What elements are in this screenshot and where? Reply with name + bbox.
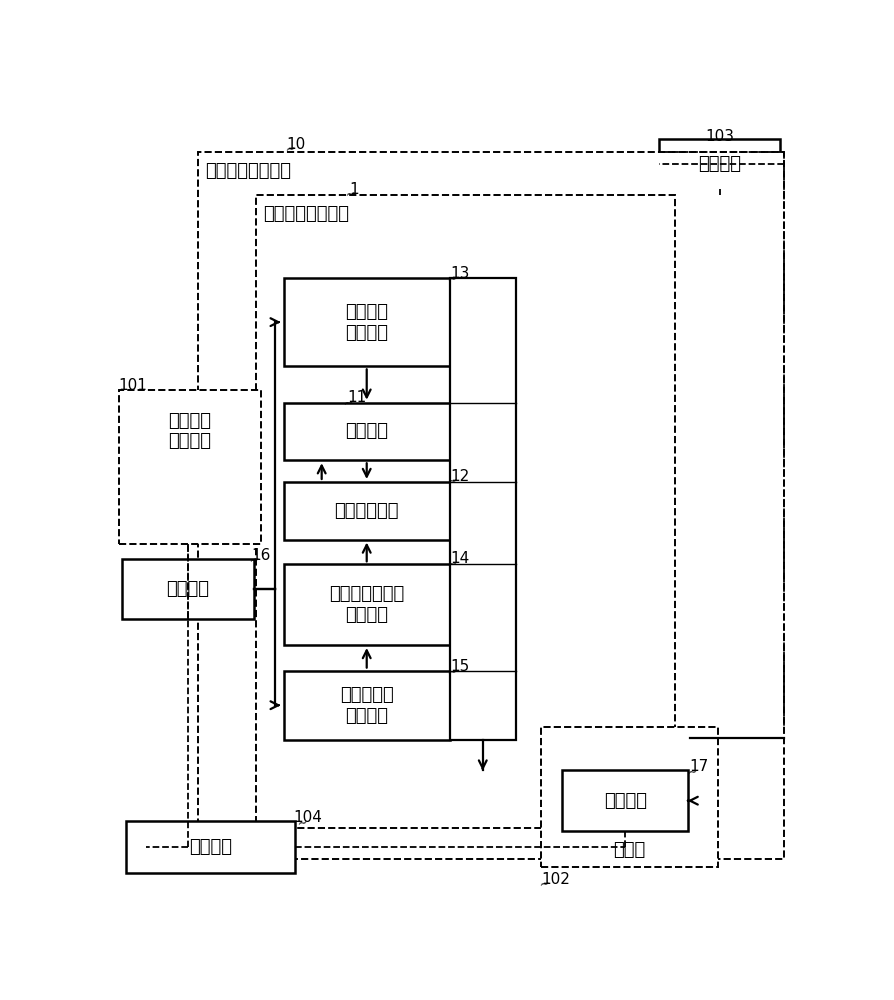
FancyBboxPatch shape (198, 152, 784, 859)
Text: 12: 12 (450, 469, 469, 484)
FancyBboxPatch shape (256, 195, 675, 828)
Text: ~: ~ (344, 186, 358, 202)
Text: ~: ~ (446, 557, 460, 572)
Text: 显示单元: 显示单元 (698, 155, 741, 173)
Text: 血浆中药剂浓度
计算单元: 血浆中药剂浓度 计算单元 (329, 585, 404, 624)
Text: ~: ~ (446, 272, 460, 287)
FancyBboxPatch shape (283, 482, 450, 540)
Text: 1: 1 (350, 182, 359, 197)
Text: ~: ~ (283, 142, 297, 157)
Text: 16: 16 (252, 548, 271, 563)
Text: 电气特性
测量装置: 电气特性 测量装置 (168, 412, 211, 450)
Text: 11: 11 (347, 390, 367, 405)
Text: 102: 102 (542, 872, 570, 887)
Text: 血液凝固
评估单元: 血液凝固 评估单元 (345, 303, 388, 342)
FancyBboxPatch shape (283, 564, 450, 645)
Text: 存储单元: 存储单元 (603, 792, 646, 810)
FancyBboxPatch shape (283, 278, 450, 366)
FancyBboxPatch shape (122, 559, 254, 619)
Text: 校正单元: 校正单元 (345, 422, 388, 440)
FancyBboxPatch shape (659, 139, 780, 189)
Text: 17: 17 (689, 759, 708, 774)
FancyBboxPatch shape (562, 770, 688, 831)
Text: ~: ~ (686, 765, 699, 780)
Text: ~: ~ (342, 395, 355, 410)
Text: 13: 13 (450, 266, 469, 282)
Text: ~: ~ (249, 553, 262, 568)
Text: 103: 103 (704, 129, 734, 144)
Text: ~: ~ (446, 473, 460, 489)
Text: 红细胞量的
评估单元: 红细胞量的 评估单元 (340, 686, 393, 725)
FancyBboxPatch shape (283, 403, 450, 460)
Text: 测量单元: 测量单元 (166, 580, 209, 598)
FancyBboxPatch shape (125, 821, 295, 873)
Text: 101: 101 (119, 378, 148, 393)
FancyBboxPatch shape (542, 727, 718, 867)
FancyBboxPatch shape (119, 389, 261, 544)
Text: 血液状态分析系统: 血液状态分析系统 (206, 162, 291, 180)
Text: 104: 104 (293, 810, 322, 825)
Text: ~: ~ (296, 815, 309, 831)
FancyBboxPatch shape (450, 278, 516, 740)
Text: 血液状态分析装置: 血液状态分析装置 (263, 205, 349, 223)
FancyBboxPatch shape (283, 671, 450, 740)
Text: 10: 10 (286, 137, 306, 152)
Text: ~: ~ (446, 664, 460, 680)
Text: ~: ~ (538, 876, 552, 891)
Text: 服务器: 服务器 (613, 841, 645, 859)
Text: 15: 15 (450, 659, 469, 674)
Text: 相关检测单元: 相关检测单元 (334, 502, 399, 520)
Text: 14: 14 (450, 551, 469, 566)
Text: 用户接口: 用户接口 (189, 838, 232, 856)
